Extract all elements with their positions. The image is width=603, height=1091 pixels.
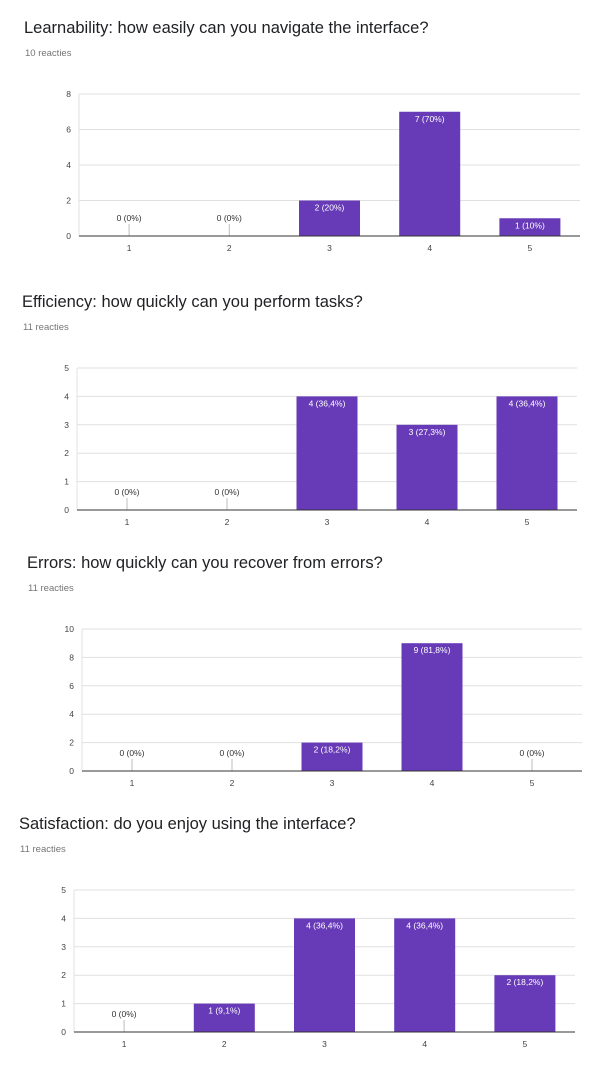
y-tick-label: 5 <box>61 885 66 895</box>
bar <box>499 218 561 236</box>
x-tick-label: 3 <box>330 778 335 788</box>
bar-chart-satisfaction: 0 1 2 3 4 5 0 (0%) 1 1 (9,1%) 2 4 (36,4%) 3 4 (36,4%… <box>61 885 575 1049</box>
chart-panel-errors: Errors: how quickly can you recover from… <box>0 535 603 805</box>
chart-title: Learnability: how easily can you navigat… <box>24 19 429 37</box>
chart-title: Satisfaction: do you enjoy using the int… <box>19 815 356 833</box>
y-tick-label: 6 <box>66 125 71 135</box>
x-tick-label: 1 <box>127 243 132 253</box>
x-tick-label: 3 <box>327 243 332 253</box>
x-tick-label: 1 <box>130 778 135 788</box>
y-tick-label: 5 <box>64 363 69 373</box>
bar-data-label: 4 (36,4%) <box>509 398 546 408</box>
bar <box>193 1003 255 1032</box>
y-tick-label: 10 <box>65 624 75 634</box>
x-tick-label: 1 <box>122 1039 127 1049</box>
x-tick-label: 2 <box>222 1039 227 1049</box>
y-tick-label: 4 <box>66 160 71 170</box>
x-tick-label: 5 <box>525 517 530 527</box>
y-tick-label: 0 <box>66 231 71 241</box>
bar-data-label: 4 (36,4%) <box>406 920 443 930</box>
y-tick-label: 4 <box>64 391 69 401</box>
x-tick-label: 2 <box>230 778 235 788</box>
bar-data-label: 0 (0%) <box>112 1009 137 1019</box>
bar-data-label: 3 (27,3%) <box>409 427 446 437</box>
x-tick-label: 3 <box>325 517 330 527</box>
y-tick-label: 0 <box>61 1027 66 1037</box>
y-tick-label: 1 <box>61 999 66 1009</box>
bar-data-label: 1 (10%) <box>515 220 545 230</box>
bar <box>399 111 461 236</box>
bar-data-label: 1 (9,1%) <box>208 1006 240 1016</box>
y-tick-label: 4 <box>69 709 74 719</box>
bar <box>496 396 558 510</box>
y-tick-label: 2 <box>69 738 74 748</box>
y-tick-label: 2 <box>64 448 69 458</box>
x-tick-label: 5 <box>523 1039 528 1049</box>
bar-data-label: 0 (0%) <box>114 487 139 497</box>
y-tick-label: 2 <box>66 196 71 206</box>
y-tick-label: 2 <box>61 970 66 980</box>
bar-data-label: 9 (81,8%) <box>414 645 451 655</box>
y-tick-label: 3 <box>61 942 66 952</box>
bar <box>299 200 360 236</box>
bar-data-label: 0 (0%) <box>219 748 244 758</box>
x-tick-label: 4 <box>422 1039 427 1049</box>
bar-data-label: 2 (18,2%) <box>314 745 351 755</box>
bar-chart-learnability: 0 2 4 6 8 0 (0%) 1 0 (0%) 2 2 (20%) 3 7 (70%) 4 1 (10… <box>66 89 580 253</box>
bar-chart-efficiency: 0 1 2 3 4 5 0 (0%) 1 0 (0%) 2 4 (36,4%) 3 3 (27,3%) 4… <box>64 363 577 527</box>
x-tick-label: 4 <box>427 243 432 253</box>
y-tick-label: 0 <box>69 766 74 776</box>
x-tick-label: 4 <box>425 517 430 527</box>
response-count: 10 reacties <box>25 48 72 59</box>
y-tick-label: 8 <box>66 89 71 99</box>
bar-data-label: 4 (36,4%) <box>306 920 343 930</box>
x-tick-label: 1 <box>125 517 130 527</box>
chart-panel-satisfaction: Satisfaction: do you enjoy using the int… <box>0 796 603 1066</box>
bar <box>494 975 556 1032</box>
bar <box>401 643 463 771</box>
bar <box>301 742 363 771</box>
bar <box>294 918 355 1032</box>
chart-panel-efficiency: Efficiency: how quickly can you perform … <box>0 274 603 544</box>
bar-data-label: 2 (18,2%) <box>506 977 543 987</box>
chart-title: Errors: how quickly can you recover from… <box>27 554 383 572</box>
bar-data-label: 0 (0%) <box>217 213 242 223</box>
response-count: 11 reacties <box>20 844 66 855</box>
bar-data-label: 0 (0%) <box>119 748 144 758</box>
bar <box>396 424 458 510</box>
chart-panel-learnability: Learnability: how easily can you navigat… <box>0 0 603 270</box>
y-tick-label: 6 <box>69 681 74 691</box>
x-tick-label: 3 <box>322 1039 327 1049</box>
x-tick-label: 4 <box>430 778 435 788</box>
response-count: 11 reacties <box>28 583 74 594</box>
y-tick-label: 8 <box>69 652 74 662</box>
bar-data-label: 4 (36,4%) <box>309 398 346 408</box>
y-tick-label: 1 <box>64 477 69 487</box>
bar <box>296 396 358 510</box>
bar-data-label: 0 (0%) <box>519 748 544 758</box>
x-tick-label: 5 <box>528 243 533 253</box>
bar-chart-errors: 0 2 4 6 8 10 0 (0%) 1 0 (0%) 2 2 (18,2%) 3 9 (81,8%)… <box>65 624 582 788</box>
y-tick-label: 3 <box>64 420 69 430</box>
x-tick-label: 2 <box>227 243 232 253</box>
bar-data-label: 0 (0%) <box>214 487 239 497</box>
chart-title: Efficiency: how quickly can you perform … <box>22 293 363 311</box>
y-tick-label: 0 <box>64 505 69 515</box>
bar <box>394 918 456 1032</box>
response-count: 11 reacties <box>23 322 69 333</box>
y-tick-label: 4 <box>61 913 66 923</box>
bar-data-label: 7 (70%) <box>415 114 445 124</box>
bar-data-label: 2 (20%) <box>315 203 345 213</box>
x-tick-label: 5 <box>530 778 535 788</box>
bar-data-label: 0 (0%) <box>117 213 142 223</box>
x-tick-label: 2 <box>225 517 230 527</box>
